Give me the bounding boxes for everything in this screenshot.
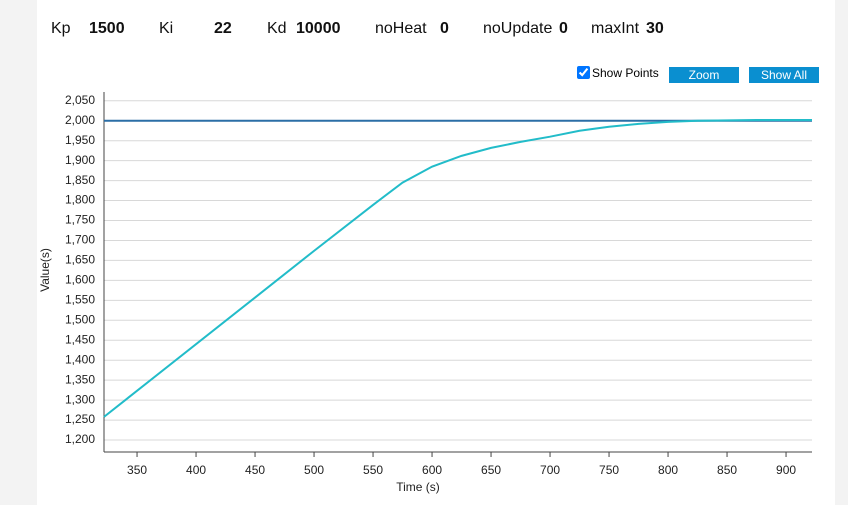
param-value: 1500 bbox=[89, 20, 125, 37]
param-label: maxInt bbox=[591, 20, 640, 37]
param-value: 22 bbox=[214, 20, 232, 37]
param-value: 0 bbox=[440, 20, 449, 37]
show-points-control[interactable]: Show Points bbox=[577, 66, 659, 80]
param-label: Kd bbox=[267, 20, 287, 37]
param-value: 0 bbox=[559, 20, 568, 37]
param-label: noUpdate bbox=[483, 20, 553, 37]
show-points-checkbox[interactable] bbox=[577, 66, 590, 79]
param-value: 10000 bbox=[296, 20, 341, 37]
param-value: 30 bbox=[646, 20, 664, 37]
param-label: noHeat bbox=[375, 20, 427, 37]
param-label: Kp bbox=[51, 20, 71, 37]
show-points-label: Show Points bbox=[592, 66, 659, 80]
param-label: Ki bbox=[159, 20, 174, 37]
show-all-button[interactable]: Show All bbox=[749, 67, 819, 83]
zoom-button[interactable]: Zoom bbox=[669, 67, 739, 83]
